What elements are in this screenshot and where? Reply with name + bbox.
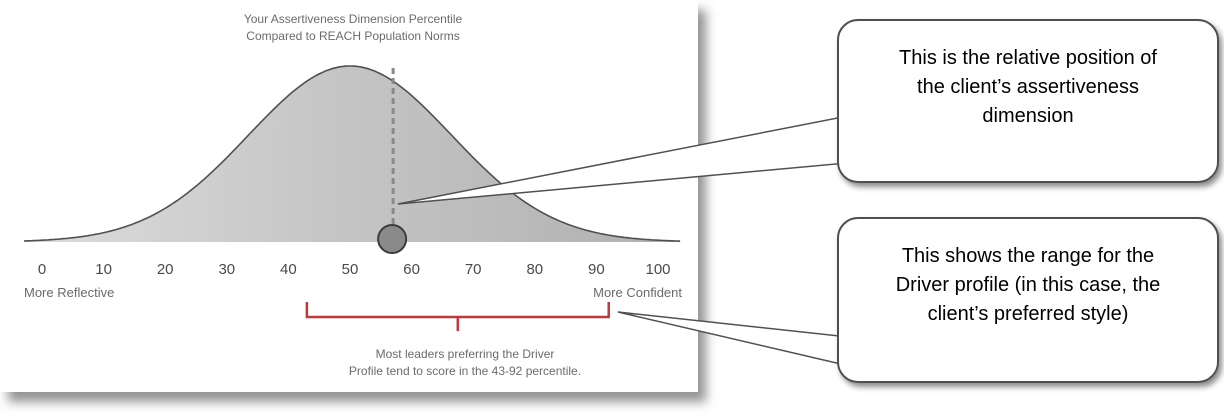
x-tick-label: 70 bbox=[465, 261, 482, 278]
chart-title: Your Assertiveness Dimension Percentile bbox=[243, 12, 463, 26]
callout-box-1 bbox=[837, 19, 1219, 183]
distribution-area bbox=[24, 66, 681, 242]
chart-subtitle: Compared to REACH Population Norms bbox=[246, 29, 460, 43]
callout-1-line-1: This is the relative position of bbox=[899, 47, 1157, 69]
x-tick-label: 50 bbox=[342, 261, 359, 278]
x-tick-label: 80 bbox=[526, 261, 543, 278]
callout-1-line-2: the client’s assertiveness bbox=[917, 76, 1139, 98]
distribution-curve bbox=[23, 65, 681, 242]
x-tick-label: 30 bbox=[218, 261, 235, 278]
x-tick-label: 20 bbox=[157, 261, 174, 278]
x-tick-label: 40 bbox=[280, 261, 297, 278]
client-position-marker bbox=[377, 224, 408, 254]
range-bracket bbox=[305, 302, 610, 331]
callout-text-2: This shows the range for the Driver prof… bbox=[842, 242, 1214, 329]
x-tick-label: 10 bbox=[95, 261, 112, 278]
callout-2-line-1: This shows the range for the bbox=[901, 245, 1155, 267]
callout-2-line-2: Driver profile (in this case, the bbox=[895, 274, 1161, 296]
callout-text-1: This is the relative position of the cli… bbox=[842, 44, 1214, 131]
right-end-label: More Confident bbox=[593, 285, 682, 300]
callout-1-line-3: dimension bbox=[982, 105, 1074, 127]
range-note-line-1: Most leaders preferring the Driver bbox=[375, 347, 555, 361]
range-note-line-2: Profile tend to score in the 43-92 perce… bbox=[348, 364, 582, 378]
x-tick-label: 60 bbox=[403, 261, 420, 278]
x-tick-label: 100 bbox=[645, 261, 670, 278]
x-tick-label: 90 bbox=[588, 261, 605, 278]
left-end-label: More Reflective bbox=[24, 285, 114, 300]
x-tick-label: 0 bbox=[38, 261, 46, 278]
callout-box-2 bbox=[837, 217, 1219, 383]
callout-2-line-3: client’s preferred style) bbox=[927, 303, 1129, 325]
